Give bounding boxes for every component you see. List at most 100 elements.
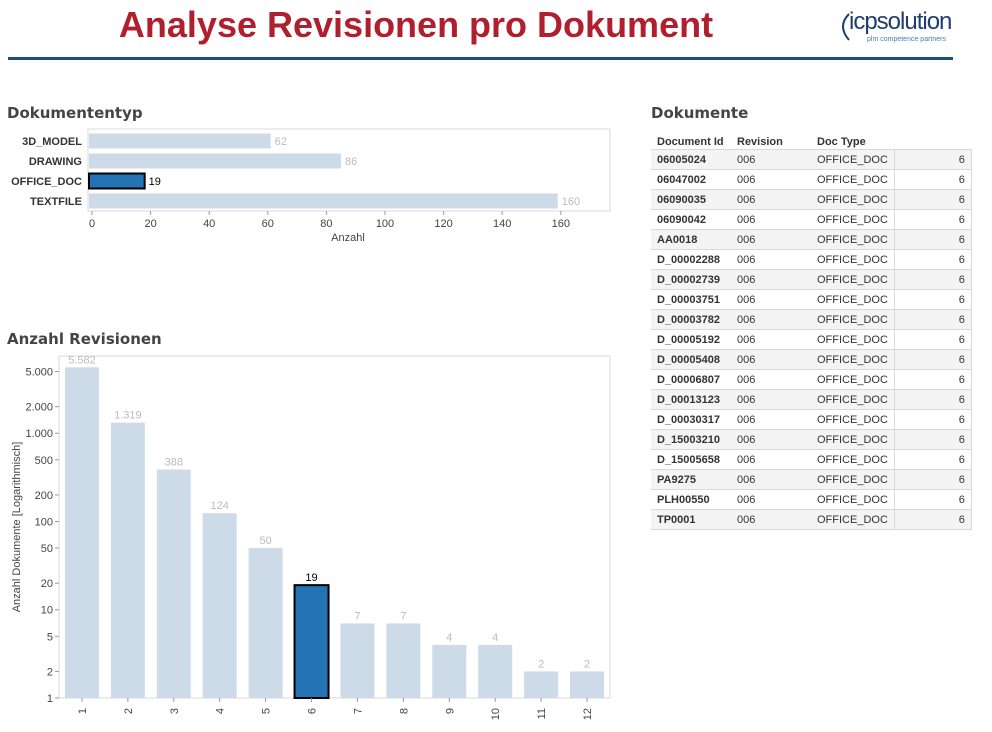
table-row[interactable]: PLH00550 006 OFFICE_DOC 6 [651,489,972,510]
doc-type-cell: OFFICE_DOC [811,509,895,530]
document-id-cell: D_00002288 [651,249,731,270]
data-label: 19 [305,572,317,584]
table-row[interactable]: D_00002288 006 OFFICE_DOC 6 [651,249,972,270]
table-row[interactable]: D_00005192 006 OFFICE_DOC 6 [651,329,972,350]
x-tick-label: 1 [77,708,89,714]
doc-type-cell: OFFICE_DOC [811,169,895,190]
document-id-cell: 06005024 [651,149,731,170]
table-row[interactable]: TP0001 006 OFFICE_DOC 6 [651,509,972,530]
revision-cell: 006 [731,509,811,530]
count-cell: 6 [894,329,972,350]
data-label: 19 [149,176,161,188]
document-id-cell: D_00013123 [651,389,731,410]
y-tick-label: 20 [41,578,53,590]
document-id-cell: D_15003210 [651,429,731,450]
table-row[interactable]: D_00003782 006 OFFICE_DOC 6 [651,309,972,330]
column-header-document-id[interactable]: Document Id [657,136,724,148]
doc-type-cell: OFFICE_DOC [811,229,895,250]
header-rule [8,57,953,60]
count-cell: 6 [894,489,972,510]
documents-table: Document Id Revision Doc Type 06005024 00… [651,135,972,530]
revision-cell: 006 [731,429,811,450]
document-id-cell: D_00030317 [651,409,731,430]
table-row[interactable]: 06090035 006 OFFICE_DOC 6 [651,189,972,210]
revision-cell: 006 [731,229,811,250]
logo-wordmark: icpsolution [849,8,952,35]
table-row[interactable]: AA0018 006 OFFICE_DOC 6 [651,229,972,250]
bar [570,671,605,698]
table-row[interactable]: D_00006807 006 OFFICE_DOC 6 [651,369,972,390]
revision-cell: 006 [731,449,811,470]
revision-cell: 006 [731,169,811,190]
document-id-cell: D_15005658 [651,449,731,470]
doctype-section-title: Dokumententyp [7,104,143,122]
x-tick-label: 120 [434,218,452,230]
revision-cell: 006 [731,209,811,230]
x-tick-label: 140 [493,218,511,230]
table-row[interactable]: D_15005658 006 OFFICE_DOC 6 [651,449,972,470]
doc-type-cell: OFFICE_DOC [811,489,895,510]
y-axis-label: Anzahl Dokumente [Logarithmisch] [11,442,23,613]
table-row[interactable]: 06005024 006 OFFICE_DOC 6 [651,149,972,170]
x-axis-label: Anzahl [331,232,365,244]
category-label: OFFICE_DOC [11,176,82,188]
bar [340,623,375,698]
doc-type-cell: OFFICE_DOC [811,389,895,410]
document-id-cell: D_00005408 [651,349,731,370]
data-label: 4 [446,632,452,644]
doc-type-cell: OFFICE_DOC [811,349,895,370]
documents-section-title: Dokumente [651,104,749,122]
table-row[interactable]: D_00030317 006 OFFICE_DOC 6 [651,409,972,430]
count-cell: 6 [894,289,972,310]
data-label: 86 [345,156,357,168]
table-row[interactable]: D_00005408 006 OFFICE_DOC 6 [651,349,972,370]
data-label: 2 [538,658,544,670]
data-label: 2 [584,658,590,670]
plot-frame [87,128,611,212]
x-tick-label: 7 [352,708,364,714]
document-id-cell: PA9275 [651,469,731,490]
data-label: 1.319 [114,410,142,422]
y-tick-label: 5.000 [25,367,53,379]
table-row[interactable]: D_15003210 006 OFFICE_DOC 6 [651,429,972,450]
table-row[interactable]: 06047002 006 OFFICE_DOC 6 [651,169,972,190]
x-tick-label: 100 [376,218,394,230]
table-row[interactable]: D_00002739 006 OFFICE_DOC 6 [651,269,972,290]
logo-tagline: plm competence partners [867,36,946,43]
doc-type-cell: OFFICE_DOC [811,369,895,390]
count-cell: 6 [894,429,972,450]
x-tick-label: 11 [536,708,548,719]
logo-arc-icon [842,13,850,41]
doc-type-cell: OFFICE_DOC [811,309,895,330]
x-tick-label: 0 [89,218,95,230]
table-row[interactable]: D_00013123 006 OFFICE_DOC 6 [651,389,972,410]
table-row[interactable]: 06090042 006 OFFICE_DOC 6 [651,209,972,230]
bar [89,193,558,209]
data-label: 50 [260,535,272,547]
revision-cell: 006 [731,469,811,490]
revision-cell: 006 [731,149,811,170]
x-tick-label: 12 [582,708,594,720]
document-id-cell: D_00006807 [651,369,731,390]
bar [88,172,146,190]
count-cell: 6 [894,169,972,190]
count-cell: 6 [894,249,972,270]
x-tick-label: 20 [144,218,156,230]
table-row[interactable]: D_00003751 006 OFFICE_DOC 6 [651,289,972,310]
count-cell: 6 [894,309,972,330]
revisions-section-title: Anzahl Revisionen [7,330,162,348]
table-row[interactable]: PA9275 006 OFFICE_DOC 6 [651,469,972,490]
page-title: Analyse Revisionen pro Dokument [118,4,714,45]
column-header-doc-type[interactable]: Doc Type [817,136,866,148]
doc-type-cell: OFFICE_DOC [811,429,895,450]
column-header-revision[interactable]: Revision [737,136,783,148]
document-id-cell: D_00002739 [651,269,731,290]
doc-type-cell: OFFICE_DOC [811,249,895,270]
revision-cell: 006 [731,369,811,390]
bar [524,671,559,698]
x-tick-label: 2 [123,708,135,714]
category-label: 3D_MODEL [22,136,82,148]
revision-cell: 006 [731,489,811,510]
revisions-bar-chart: 1251020501002005001.0002.0005.0005.58211… [11,354,611,720]
revision-cell: 006 [731,309,811,330]
